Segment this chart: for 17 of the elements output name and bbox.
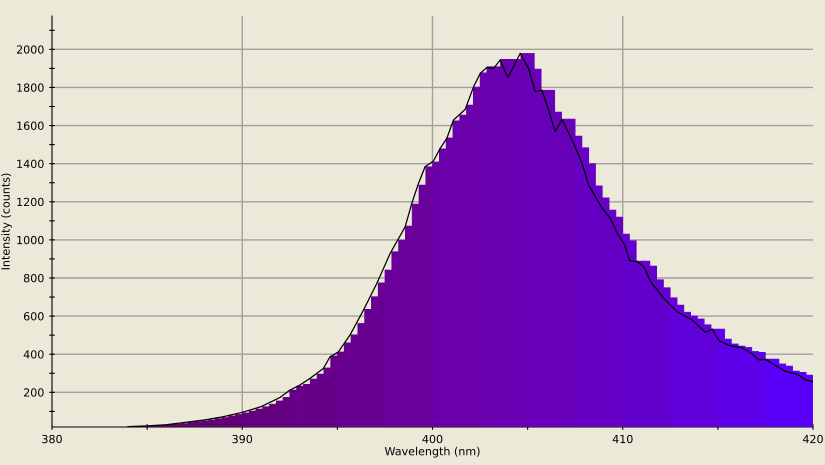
y-axis-title: Intensity (counts) <box>1 174 12 270</box>
x-tick-label: 410 <box>612 434 633 444</box>
x-tick-label: 390 <box>232 434 252 444</box>
y-tick-label: 2000 <box>16 45 44 54</box>
y-tick-label: 600 <box>24 312 44 320</box>
x-tick-label: 400 <box>422 434 442 444</box>
y-tick-label: 1000 <box>17 236 44 244</box>
y-tick-label: 400 <box>24 350 44 359</box>
y-tick-label: 1200 <box>17 198 44 206</box>
y-tick-label: 200 <box>24 388 44 397</box>
y-tick-label: 800 <box>24 274 44 282</box>
y-tick-label: 1400 <box>17 160 44 168</box>
y-tick-label: 1800 <box>17 83 44 92</box>
x-axis-title: Wavelength (nm) <box>384 446 480 458</box>
x-tick-label: 380 <box>42 434 62 444</box>
x-tick-label: 420 <box>802 434 823 444</box>
y-tick-label: 1600 <box>17 122 44 130</box>
